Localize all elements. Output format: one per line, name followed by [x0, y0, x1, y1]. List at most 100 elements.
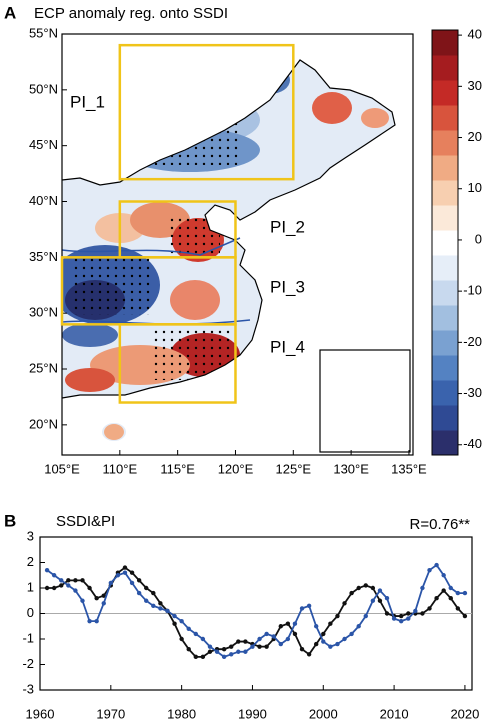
region-label: PI_4 [270, 337, 305, 356]
series-point [462, 590, 468, 596]
region-box [118, 323, 237, 404]
colorbar-swatch [432, 155, 458, 181]
series-point [101, 601, 106, 606]
series-point [299, 606, 305, 611]
series-point [292, 621, 298, 626]
series-point [73, 578, 78, 583]
colorbar-swatch [432, 130, 458, 156]
coastline [61, 59, 396, 399]
chart-title: SSDI&PI [56, 513, 115, 530]
colorbar-tick-label: 0 [475, 231, 482, 246]
series-point [391, 616, 397, 621]
x-tick-label: 1980 [167, 706, 196, 721]
series-point [406, 616, 411, 621]
colorbar-swatch [432, 30, 458, 56]
colorbar-swatch [432, 255, 458, 281]
series-point [335, 641, 340, 647]
series-point [462, 613, 468, 619]
series-point [80, 598, 85, 603]
series-point [165, 608, 170, 614]
series-point [285, 621, 291, 626]
series-point [66, 578, 71, 583]
series-point [108, 580, 114, 586]
y-tick-label: 50°N [29, 81, 58, 96]
y-tick-label: -2 [22, 656, 34, 671]
chart-title: ECP anomaly reg. onto SSDI [34, 5, 228, 22]
series-point [455, 606, 461, 611]
series-point [243, 649, 248, 654]
series-point [377, 598, 383, 603]
colorbar-frame [431, 29, 459, 456]
series-point [441, 573, 446, 578]
series-point [264, 644, 269, 649]
x-tick-label: 1960 [26, 706, 55, 721]
series-point [321, 631, 326, 637]
series-point [370, 598, 376, 603]
series-point [363, 583, 368, 588]
colorbar-swatch [432, 355, 458, 381]
colorbar-swatch [432, 80, 458, 106]
series-point [236, 649, 241, 654]
series-point [186, 626, 191, 631]
series-point [51, 585, 57, 591]
series-point [80, 578, 85, 583]
region-label: PI_3 [270, 277, 305, 296]
series-point [321, 639, 326, 644]
x-tick-label: 1970 [96, 706, 125, 721]
region-label: PI_1 [70, 92, 105, 111]
series-point [158, 601, 163, 606]
series-point [87, 618, 92, 624]
series-point [278, 641, 283, 647]
series-point [44, 585, 50, 591]
y-tick-label: -1 [22, 630, 34, 645]
y-tick-label: 1 [27, 579, 34, 594]
series-point [94, 596, 99, 601]
y-tick-label: 45°N [29, 137, 58, 152]
y-tick-label: -3 [22, 681, 34, 696]
colorbar-swatch [432, 380, 458, 406]
series-point [363, 613, 368, 619]
series-point [285, 636, 291, 642]
colorbar-swatch [432, 280, 458, 306]
series-point [122, 570, 128, 575]
series-point [306, 603, 312, 609]
colorbar-tick-label: 30 [468, 78, 482, 93]
series-line [46, 563, 465, 658]
y-tick-label: 25°N [29, 360, 58, 375]
series-point [186, 647, 191, 652]
colorbar-swatch [432, 105, 458, 131]
series-point [144, 585, 149, 591]
series-point [122, 565, 128, 570]
series-point [193, 631, 199, 637]
series-point [200, 654, 206, 660]
series-point [59, 583, 64, 588]
series-point [313, 624, 319, 629]
series-point [229, 652, 234, 657]
y-tick-label: 20°N [29, 416, 58, 431]
series-point [448, 596, 453, 601]
series-point [441, 588, 446, 593]
region-box [118, 43, 295, 181]
x-tick-label: 120°E [218, 461, 254, 476]
inset-map [319, 349, 411, 453]
x-tick-label: 2000 [309, 706, 338, 721]
colorbar-swatch [432, 230, 458, 256]
colorbar-tick-label: -30 [463, 385, 482, 400]
series-point [193, 654, 199, 660]
series-point [278, 624, 283, 629]
y-tick-label: 3 [27, 528, 34, 543]
series-point [73, 588, 78, 593]
series-point [342, 636, 347, 642]
series-point [434, 596, 439, 601]
x-tick-label: 2010 [380, 706, 409, 721]
series-point [406, 611, 411, 616]
series-point [179, 636, 184, 642]
series-point [236, 639, 241, 644]
series-point [398, 613, 404, 619]
panel-label: B [4, 511, 16, 530]
series-point [356, 585, 361, 591]
series-point [94, 618, 99, 624]
series-point [136, 578, 142, 583]
colorbar-swatch [432, 180, 458, 206]
series-point [427, 567, 432, 573]
